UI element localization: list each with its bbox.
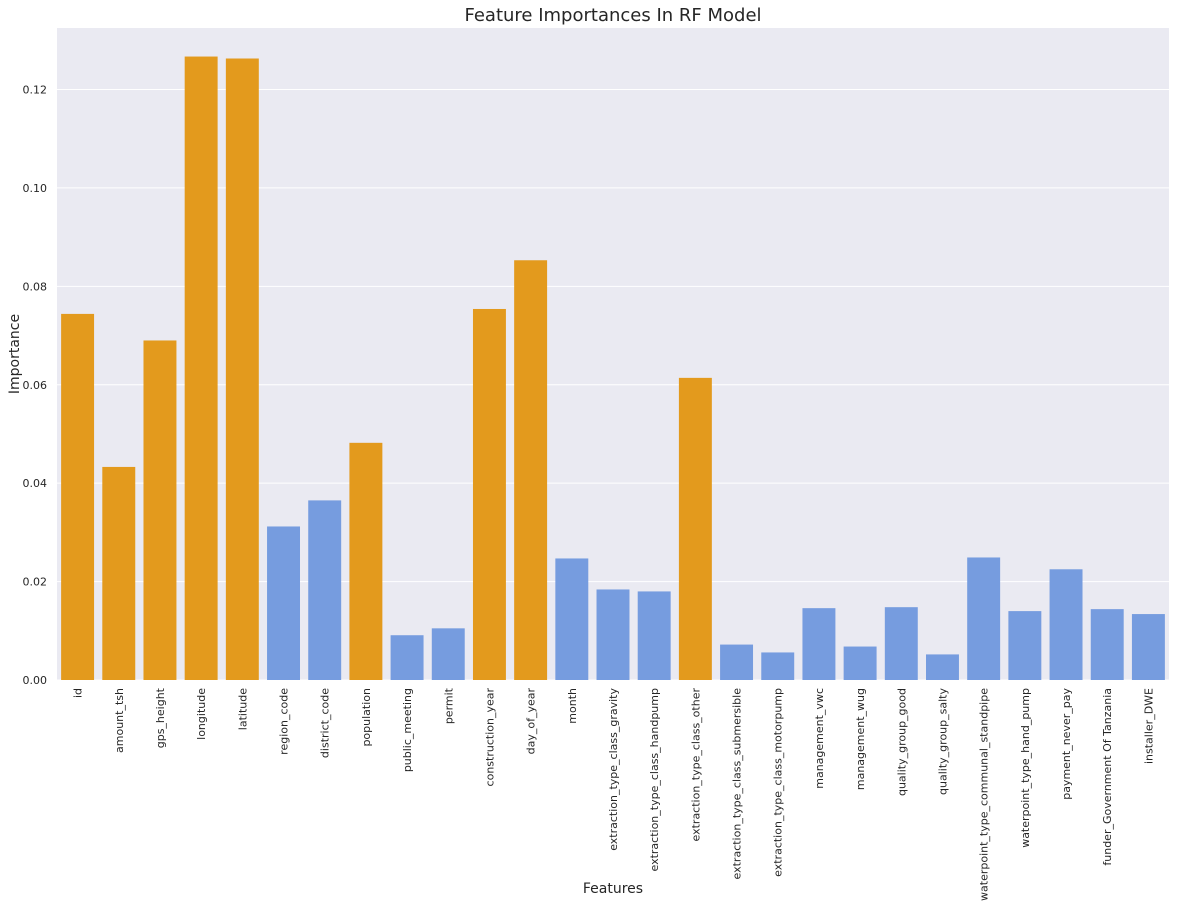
x-tick-label: extraction_type_class_other — [689, 688, 702, 842]
x-tick-label: longitude — [195, 688, 208, 740]
bar-extraction-type-class-motorpump — [761, 652, 795, 680]
y-tick-label: 0.12 — [23, 84, 48, 97]
bar-amount-tsh — [102, 466, 136, 680]
bar-installer-dwe — [1131, 614, 1165, 680]
y-tick-label: 0.08 — [23, 280, 48, 293]
x-tick-label: day_of_year — [525, 688, 538, 755]
bar-funder-government-of-tanzania — [1090, 609, 1124, 680]
x-tick-label: region_code — [278, 688, 291, 755]
x-tick-label: extraction_type_class_submersible — [731, 688, 744, 880]
y-axis-ticks: 0.00 0.02 0.04 0.06 0.08 0.10 0.12 — [23, 84, 48, 687]
bar-waterpoint-type-hand-pump — [1008, 611, 1042, 680]
y-tick-label: 0.10 — [23, 182, 48, 195]
x-tick-label: district_code — [319, 688, 332, 758]
x-tick-label: amount_tsh — [113, 688, 126, 753]
x-tick-label: month — [566, 688, 579, 724]
x-tick-label: extraction_type_class_gravity — [607, 688, 620, 851]
y-axis-label: Importance — [7, 314, 23, 394]
x-axis-ticks: id amount_tsh gps_height longitude latitude r… — [72, 687, 1156, 901]
bar-latitude — [225, 58, 259, 681]
bar-waterpoint-type-communal-standpipe — [967, 557, 1001, 680]
x-tick-label: payment_never_pay — [1060, 688, 1073, 800]
chart-title: Feature Importances In RF Model — [464, 5, 761, 26]
bar-permit — [431, 628, 465, 680]
x-tick-label: installer_DWE — [1142, 688, 1155, 764]
x-tick-label: latitude — [236, 688, 249, 730]
bar-gps-height — [143, 340, 177, 680]
x-tick-label: gps_height — [154, 687, 167, 748]
bar-month — [555, 558, 589, 680]
x-tick-label: funder_Government Of Tanzania — [1101, 688, 1114, 866]
x-tick-label: quality_group_salty — [936, 688, 949, 795]
x-tick-label: quality_group_good — [895, 688, 908, 796]
x-tick-label: construction_year — [483, 688, 496, 787]
bar-construction-year — [472, 308, 506, 680]
bar-region-code — [267, 526, 300, 680]
bar-extraction-type-class-gravity — [596, 589, 630, 680]
bar-extraction-type-class-other — [678, 377, 712, 680]
bar-extraction-type-class-submersible — [720, 644, 754, 680]
x-tick-label: management_vwc — [813, 688, 826, 789]
y-tick-label: 0.04 — [23, 477, 48, 490]
x-axis-label: Features — [583, 881, 643, 897]
x-tick-label: waterpoint_type_hand_pump — [1019, 688, 1032, 848]
plot-area — [57, 28, 1169, 680]
x-tick-label: permit — [442, 687, 455, 724]
x-tick-label: id — [72, 688, 85, 698]
bar-district-code — [308, 500, 342, 680]
x-tick-label: extraction_type_class_handpump — [648, 688, 661, 871]
y-tick-label: 0.02 — [23, 576, 48, 589]
bar-id — [61, 313, 95, 680]
bar-longitude — [184, 56, 218, 680]
bar-quality-group-good — [884, 607, 918, 680]
x-tick-label: public_meeting — [401, 688, 414, 772]
x-tick-label: management_wug — [854, 688, 867, 790]
x-tick-label: population — [360, 688, 373, 747]
bar-payment-never-pay — [1049, 569, 1083, 680]
bars — [61, 56, 1165, 681]
bar-public-meeting — [390, 635, 424, 680]
x-tick-label: waterpoint_type_communal_standpipe — [978, 688, 991, 901]
x-tick-label: extraction_type_class_motorpump — [772, 688, 785, 877]
bar-extraction-type-class-handpump — [637, 591, 671, 680]
bar-management-wug — [843, 646, 877, 680]
bar-population — [349, 442, 383, 680]
bar-day-of-year — [514, 260, 548, 680]
bar-quality-group-salty — [926, 654, 959, 680]
y-tick-label: 0.00 — [23, 674, 48, 687]
bar-management-vwc — [802, 608, 836, 680]
y-tick-label: 0.06 — [23, 379, 48, 392]
